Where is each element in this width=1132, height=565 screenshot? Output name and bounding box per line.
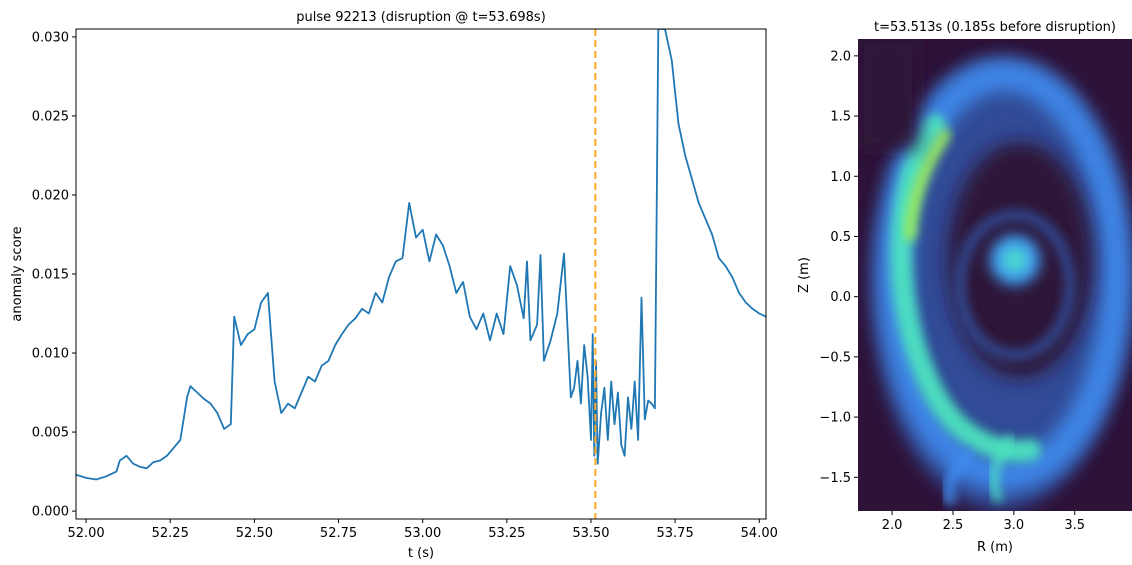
heatmap-x-tick-label: 2.5 xyxy=(943,518,964,533)
crescent-hotspot xyxy=(904,129,951,241)
line-x-tick-label: 54.00 xyxy=(741,526,778,541)
line-y-axis-label: anomaly score xyxy=(10,226,25,321)
line-y-tick-label: 0.010 xyxy=(32,347,69,362)
series-anomaly-score-line xyxy=(76,29,766,481)
heatmap-x-tick-label: 3.0 xyxy=(1004,518,1025,533)
bright-crescent xyxy=(890,114,1041,462)
heatmap-image xyxy=(858,39,1132,511)
heatmap-y-tick-label: −0.5 xyxy=(819,350,851,365)
divertor-leg-left xyxy=(942,449,974,506)
line-x-tick-label: 53.50 xyxy=(572,526,609,541)
line-x-tick-label: 52.75 xyxy=(320,526,357,541)
line-y-tick-label: 0.000 xyxy=(32,505,69,520)
inner-ring xyxy=(954,209,1076,361)
line-x-tick-label: 53.75 xyxy=(657,526,694,541)
divertor-leg-right xyxy=(989,435,1015,503)
heatmap-y-tick-label: −1.0 xyxy=(819,411,851,426)
heatmap-y-tick-label: 0.5 xyxy=(830,230,851,245)
heatmap-y-tick-label: 1.0 xyxy=(830,170,851,185)
line-chart-title: pulse 92213 (disruption @ t=53.698s) xyxy=(296,10,546,25)
heatmap-x-tick-label: 2.0 xyxy=(882,518,903,533)
anomaly-score-chart: pulse 92213 (disruption @ t=53.698s) 52.… xyxy=(10,10,778,561)
line-y-tick-label: 0.005 xyxy=(32,426,69,441)
line-plot-frame xyxy=(75,28,767,520)
heatmap-y-axis-label: Z (m) xyxy=(797,257,812,293)
heatmap-x-tick-label: 3.5 xyxy=(1064,518,1085,533)
line-x-tick-label: 53.25 xyxy=(488,526,525,541)
line-y-tick-label: 0.025 xyxy=(32,109,69,124)
line-x-tick-label: 53.00 xyxy=(404,526,441,541)
heatmap-title: t=53.513s (0.185s before disruption) xyxy=(874,20,1116,35)
heatmap-y-tick-label: 2.0 xyxy=(830,49,851,64)
line-y-tick-label: 0.015 xyxy=(32,268,69,283)
line-x-axis-label: t (s) xyxy=(408,546,434,561)
corner-shade xyxy=(858,39,918,149)
line-y-ticks: 0.000 0.005 0.010 0.015 0.020 0.025 0.030 xyxy=(32,30,76,520)
heatmap-x-ticks: 2.0 2.5 3.0 3.5 xyxy=(882,511,1085,533)
line-y-tick-label: 0.020 xyxy=(32,188,69,203)
heatmap-y-tick-label: 0.0 xyxy=(830,290,851,305)
plasma-core xyxy=(981,226,1049,294)
heatmap-x-axis-label: R (m) xyxy=(977,540,1013,555)
line-x-tick-label: 52.00 xyxy=(67,526,104,541)
line-y-tick-label: 0.030 xyxy=(32,30,69,45)
heatmap-y-ticks: 2.0 1.5 1.0 0.5 0.0 −0.5 −1.0 −1.5 xyxy=(819,49,858,486)
heatmap-y-tick-label: 1.5 xyxy=(830,110,851,125)
line-x-ticks: 52.00 52.25 52.50 52.75 53.00 53.25 53.50 53.75… xyxy=(67,519,778,541)
emissivity-heatmap: t=53.513s (0.185s before disruption) 2.0… xyxy=(797,20,1132,555)
heatmap-y-tick-label: −1.5 xyxy=(819,471,851,486)
line-x-tick-label: 52.50 xyxy=(236,526,273,541)
line-x-tick-label: 52.25 xyxy=(152,526,189,541)
